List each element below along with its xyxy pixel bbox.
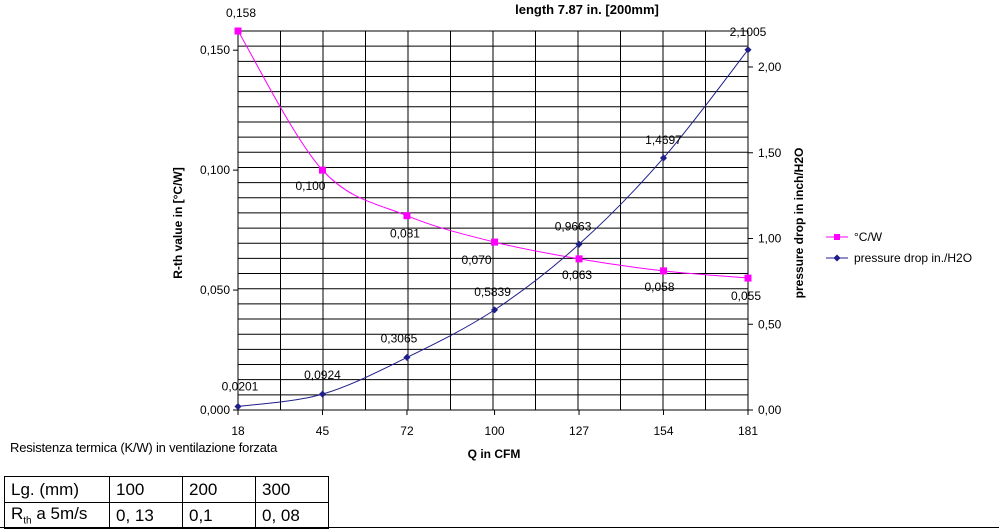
- table-row: Lg. (mm) 100 200 300: [4, 476, 329, 503]
- axes: 18 45 72 100 127 154 181 0,000 0,050 0,100 0,150 0,…: [200, 43, 782, 438]
- series-point-cw: [660, 267, 668, 275]
- x-tick-label: 127: [569, 424, 589, 438]
- y-left-tick-label: 0,050: [200, 283, 230, 297]
- data-label-cw: 0,100: [295, 179, 325, 193]
- series-point-cw: [575, 255, 583, 263]
- data-label-cw: 0,081: [390, 227, 420, 241]
- table-cell: 0, 08: [255, 502, 329, 529]
- y-right-tick-label: 1,00: [758, 232, 782, 246]
- x-tick-label: 45: [316, 424, 330, 438]
- data-label-pressure: 0,3065: [381, 331, 418, 345]
- bottom-rule: [0, 527, 999, 528]
- x-axis-label: Q in CFM: [468, 447, 521, 461]
- data-label-pressure: 1,4697: [645, 133, 682, 147]
- series-point-pressure: [744, 46, 752, 54]
- y-left-tick-label: 0,000: [200, 403, 230, 417]
- legend-marker-square: [834, 234, 840, 240]
- series-point-pressure: [575, 240, 583, 248]
- data-label-cw: 0,058: [645, 280, 675, 294]
- x-tick-label: 100: [485, 424, 505, 438]
- legend-label-pressure: pressure drop in./H2O: [854, 251, 972, 265]
- table-cell: 0,1: [182, 502, 256, 529]
- x-tick-label: 72: [400, 424, 414, 438]
- legend-marker-diamond: [833, 254, 841, 262]
- x-tick-label: 18: [231, 424, 245, 438]
- table-cell: 300: [255, 476, 329, 503]
- table-cell: 0, 13: [109, 502, 183, 529]
- y-right-tick-label: 0,50: [758, 317, 782, 331]
- y-right-tick-label: 2,00: [758, 60, 782, 74]
- grid: [237, 30, 749, 411]
- y-left-tick-label: 0,150: [200, 43, 230, 57]
- data-label-cw: 0,055: [731, 289, 761, 303]
- data-label-cw: 0,158: [226, 6, 256, 20]
- thermal-resistance-note: Resistenza termica (K/W) in ventilazione…: [10, 440, 278, 455]
- x-tick-label: 181: [738, 424, 758, 438]
- series-point-pressure: [491, 306, 499, 314]
- data-label-pressure: 2,1005: [730, 25, 767, 39]
- data-label-pressure: 0,5839: [474, 285, 511, 299]
- series-point-cw: [744, 274, 752, 282]
- rth-subscript: th: [23, 515, 32, 527]
- series-point-cw: [491, 238, 499, 246]
- series-point-pressure: [659, 154, 668, 162]
- series-point-pressure: [318, 390, 327, 398]
- y-left-tick-label: 0,100: [200, 163, 230, 177]
- series-layer: [234, 27, 752, 411]
- thermal-resistance-table: Lg. (mm) 100 200 300 Rth a 5m/s 0, 13 0,…: [4, 476, 329, 529]
- y-axis-right-label: pressure drop in inch/H2O: [792, 148, 806, 299]
- data-labels: 0,158 0,100 0,081 0,070 0,063 0,058 0,055 0,020…: [222, 6, 767, 394]
- y-right-tick-label: 0,00: [758, 403, 782, 417]
- chart-title: length 7.87 in. [200mm]: [515, 2, 659, 17]
- legend: °C/W pressure drop in./H2O: [826, 230, 972, 265]
- table-cell: 200: [182, 476, 256, 503]
- rth-condition: a 5m/s: [31, 504, 88, 524]
- legend-label-cw: °C/W: [854, 230, 883, 244]
- series-point-cw: [234, 27, 242, 35]
- data-label-pressure: 0,0201: [222, 380, 259, 394]
- series-point-pressure: [403, 353, 411, 361]
- data-label-pressure: 0,9663: [555, 219, 592, 233]
- chart: 18 45 72 100 127 154 1810,0000,0500,1000,1500,…: [171, 2, 972, 461]
- data-label-cw: 0,063: [562, 268, 592, 282]
- table-row: Rth a 5m/s 0, 13 0,1 0, 08: [4, 502, 329, 529]
- table-row-label: Rth a 5m/s: [4, 502, 110, 529]
- series-point-pressure: [234, 403, 242, 411]
- table-cell: 100: [109, 476, 183, 503]
- y-right-tick-label: 1,50: [758, 146, 782, 160]
- table-cell: Lg. (mm): [4, 476, 110, 503]
- data-label-cw: 0,070: [462, 253, 492, 267]
- x-tick-label: 154: [654, 424, 674, 438]
- y-axis-left-label: R-th value in [°C/W]: [171, 167, 185, 278]
- rth-symbol: R: [11, 504, 24, 524]
- series-point-cw: [318, 166, 326, 174]
- data-label-pressure: 0,0924: [304, 368, 341, 382]
- series-point-cw: [403, 212, 411, 220]
